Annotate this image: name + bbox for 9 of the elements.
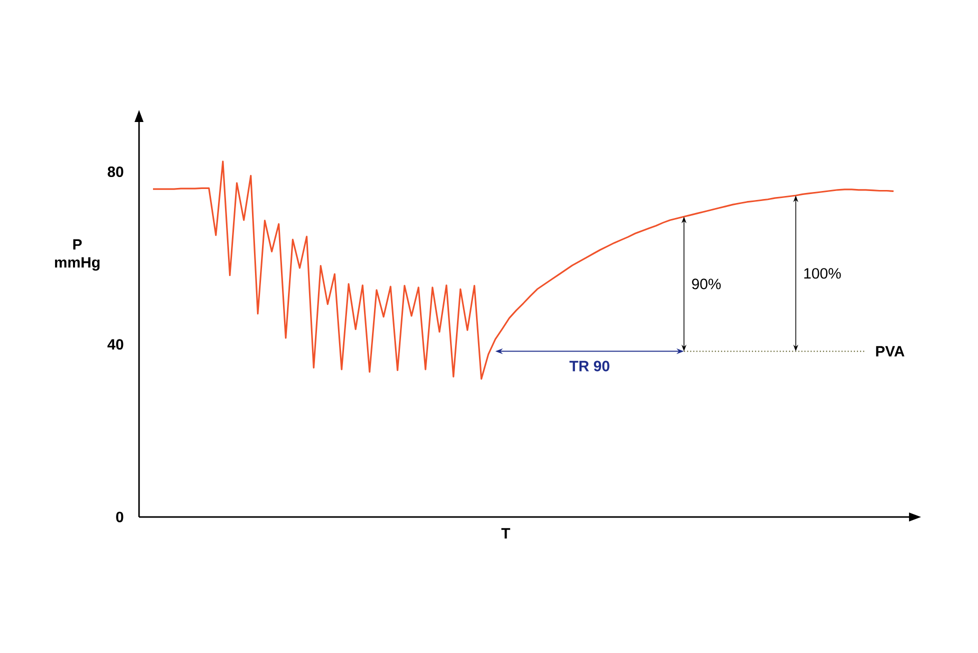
ref-line-label: PVA — [876, 346, 904, 356]
y-axis-title: P mmHg — [55, 239, 100, 271]
annotation: TR 90 — [569, 360, 610, 372]
x-axis-title: T — [501, 528, 510, 538]
annotation: 90% — [692, 278, 721, 290]
annotation: 100% — [804, 268, 841, 279]
y-tick-label: 0 — [116, 512, 124, 522]
y-tick-label: 40 — [107, 339, 124, 350]
y-tick-label: 80 — [108, 166, 124, 178]
